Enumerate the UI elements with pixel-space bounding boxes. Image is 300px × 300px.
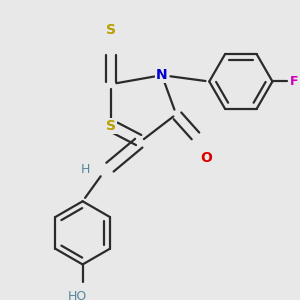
Text: S: S (106, 119, 116, 133)
Text: F: F (290, 75, 298, 88)
Text: S: S (106, 23, 116, 38)
Text: HO: HO (67, 290, 87, 300)
Text: H: H (81, 163, 91, 176)
Text: N: N (156, 68, 168, 82)
Text: O: O (200, 151, 212, 165)
